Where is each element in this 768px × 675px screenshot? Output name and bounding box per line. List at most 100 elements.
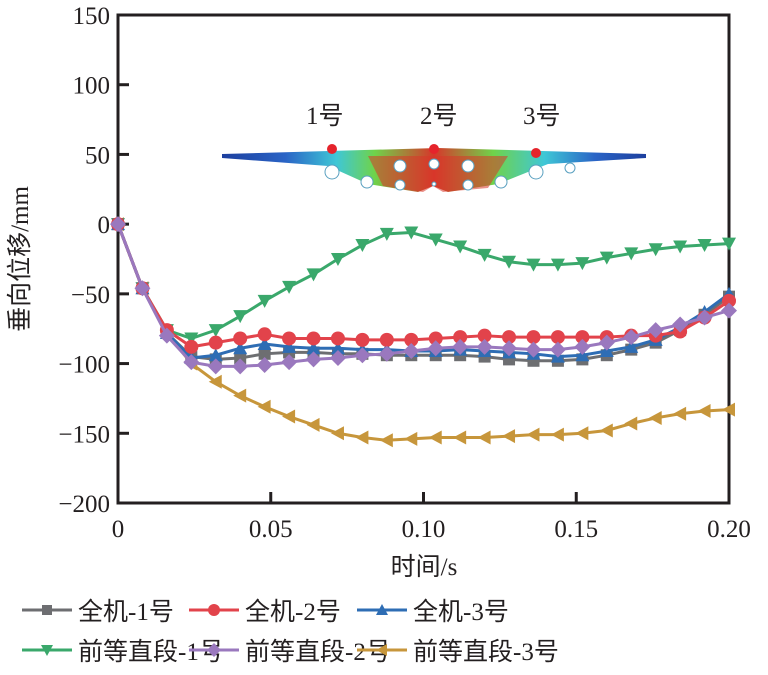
measure-point-3 (531, 148, 541, 158)
y-tick-label: 100 (73, 73, 111, 100)
data-point (208, 324, 223, 338)
data-point (233, 341, 248, 355)
legend-marker-icon (376, 604, 388, 615)
data-point (379, 332, 394, 347)
data-point (354, 347, 371, 364)
legend-item-4: 前等直段-1号 (20, 632, 224, 668)
data-point (502, 255, 517, 269)
legend-marker-icon (41, 645, 53, 656)
series-line (116, 223, 730, 349)
data-point (624, 416, 638, 431)
data-point (404, 431, 418, 446)
data-point (330, 426, 344, 441)
y-tick-label: −200 (58, 491, 110, 518)
data-point (696, 309, 713, 326)
data-point (599, 423, 613, 438)
legend-swatch-1 (22, 605, 72, 615)
series-line (116, 223, 730, 340)
legend-label-4: 前等直段-1号 (78, 639, 224, 666)
data-point (257, 294, 272, 308)
data-point (183, 354, 200, 371)
data-point (134, 280, 151, 297)
y-tick-label: −50 (71, 282, 110, 309)
data-point (428, 233, 443, 247)
series-2 (111, 217, 736, 354)
data-point (330, 253, 345, 266)
data-point (208, 374, 222, 389)
legend-label-5: 前等直段-2号 (245, 639, 391, 666)
inset-label-1: 1号 (306, 103, 344, 130)
legend-marker-icon (208, 604, 220, 616)
legend-swatch-2 (189, 604, 239, 616)
data-point (404, 332, 419, 347)
data-point (525, 341, 542, 358)
data-point (722, 293, 736, 308)
data-point (526, 330, 541, 345)
data-point (257, 399, 271, 414)
data-point (574, 338, 591, 355)
data-point (208, 348, 223, 362)
x-tick-label: 0.05 (249, 516, 293, 543)
data-point (549, 341, 566, 358)
legend-item-1: 全机-1号 (20, 592, 174, 628)
data-point (721, 302, 737, 319)
legend-label-1: 全机-1号 (78, 599, 174, 626)
series-4 (111, 218, 736, 346)
legend-label-6: 前等直段-3号 (413, 639, 559, 666)
measure-point-1 (327, 144, 337, 154)
series-5 (110, 216, 737, 375)
x-axis-title: 时间/s (391, 553, 458, 581)
data-point (355, 332, 370, 347)
legend-swatch-3 (357, 604, 407, 615)
data-point (233, 331, 248, 346)
data-point (282, 339, 297, 353)
legend: 全机-1号 全机-2号 全机-3号 前等直段-1号 前等直段-2号 前等直段-3… (0, 592, 768, 675)
y-tick-label: −150 (58, 421, 110, 448)
data-point (233, 388, 247, 403)
y-tick-label: 50 (85, 142, 110, 169)
data-point (257, 337, 272, 351)
data-point (427, 340, 444, 357)
data-point (158, 327, 175, 344)
data-point (453, 330, 468, 345)
data-point (599, 251, 614, 265)
x-tick-label: 0.20 (707, 516, 751, 543)
data-point (281, 354, 298, 371)
data-point (502, 330, 517, 345)
beam-contour-image (222, 144, 646, 192)
legend-item-6: 前等直段-3号 (355, 632, 559, 668)
data-point (575, 426, 589, 441)
data-point (550, 427, 564, 442)
data-point (575, 330, 590, 345)
plot-frame (116, 13, 731, 505)
x-tick-label: 0.10 (402, 516, 446, 543)
legend-item-3: 全机-3号 (355, 592, 509, 628)
beam-inset: 1号 2号 3号 (218, 96, 652, 196)
data-point (306, 331, 321, 346)
data-point (673, 406, 687, 421)
data-point (697, 239, 712, 253)
data-point (355, 239, 370, 253)
data-point (379, 227, 394, 241)
data-point (648, 243, 663, 257)
data-point (428, 331, 443, 346)
data-point (477, 328, 492, 343)
data-point (208, 335, 223, 350)
data-point (624, 247, 639, 261)
data-point (550, 258, 565, 272)
data-point (673, 240, 688, 254)
data-point (184, 332, 199, 346)
data-point (672, 316, 689, 333)
data-point (404, 226, 419, 240)
data-point (256, 356, 273, 373)
data-point (258, 347, 271, 360)
y-axis-title: 垂向位移/mm (6, 186, 34, 332)
data-point (282, 280, 297, 294)
inset-label-2: 2号 (420, 103, 458, 130)
data-point (306, 268, 321, 282)
data-point (452, 338, 469, 355)
legend-label-2: 全机-2号 (245, 599, 341, 626)
legend-marker-icon (207, 643, 221, 657)
data-point (379, 433, 393, 448)
